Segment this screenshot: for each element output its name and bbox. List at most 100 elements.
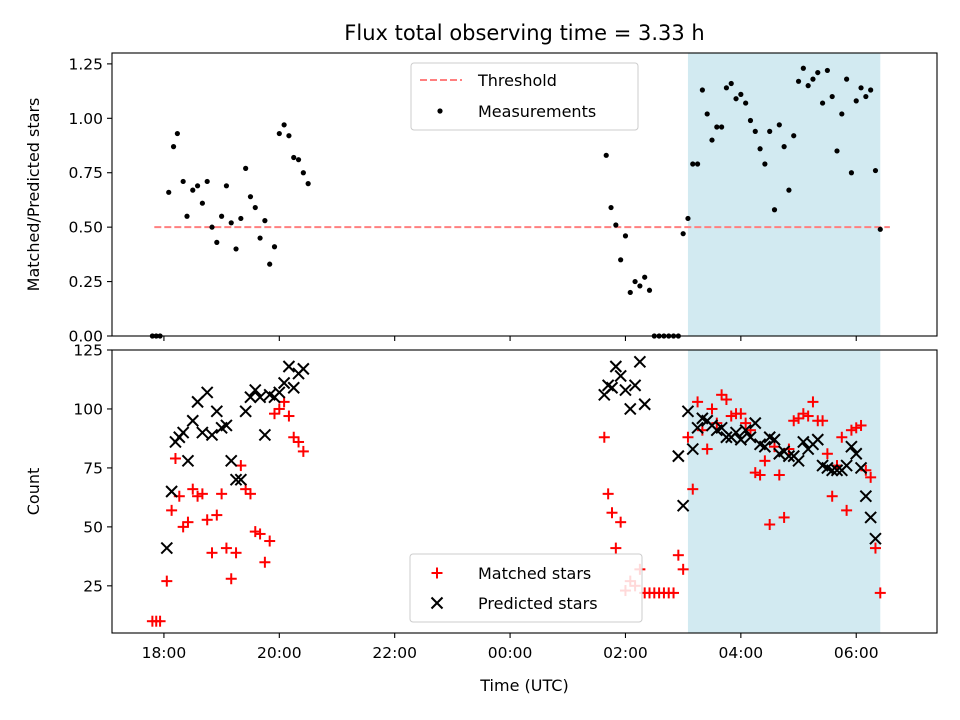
measurement-point [267, 261, 273, 267]
matched-point [283, 410, 295, 422]
predicted-point [729, 426, 743, 439]
matched-point [668, 587, 680, 599]
predicted-point [854, 461, 868, 475]
measurement-point [618, 257, 624, 263]
matched-point [602, 488, 614, 500]
matched-point [701, 443, 713, 455]
legend-threshold-label: Threshold [477, 71, 557, 90]
matched-point [606, 507, 618, 519]
predicted-point [681, 405, 695, 418]
predicted-point [628, 379, 642, 392]
measurement-point [228, 220, 234, 226]
predicted-point [758, 440, 772, 453]
predicted-point [840, 459, 853, 472]
x-marker-b [273, 386, 286, 399]
measurement-point [844, 76, 850, 82]
x-marker-b [840, 459, 853, 472]
top-y-tick-label: 0.50 [68, 219, 103, 237]
predicted-point [297, 362, 310, 376]
x-marker-b [691, 421, 704, 435]
matched-point [169, 452, 181, 464]
matched-point [682, 431, 694, 443]
measurement-point [646, 287, 653, 293]
x-marker-b [253, 390, 267, 404]
predicted-point [691, 421, 704, 435]
matched-point [845, 424, 857, 436]
predicted-point [205, 428, 219, 442]
measurement-point [824, 67, 830, 74]
top-legend-box [410, 62, 639, 131]
panel-counts: 25 50 75 100 125 18:00 20:00 22:00 00:00 02:00 04… [24, 342, 938, 695]
measurement-point [786, 187, 792, 193]
x-marker-b [196, 426, 209, 439]
bottom-y-tick-label: 100 [73, 400, 103, 418]
x-marker-b [821, 461, 834, 475]
predicted-point [234, 473, 248, 486]
matched-point [855, 419, 867, 431]
x-marker-b [609, 360, 623, 373]
measurement-point [795, 78, 802, 84]
top-y-tick-label: 1.25 [68, 55, 103, 73]
predicted-point [609, 360, 623, 373]
x-marker-b [797, 435, 810, 449]
legend-measurements-label: Measurements [478, 102, 596, 121]
x-marker-b [205, 428, 219, 442]
measurement-point [247, 194, 254, 200]
predicted-point [672, 449, 685, 463]
top-plot-frame [111, 52, 938, 337]
matched-point [192, 490, 204, 502]
x-marker-b [200, 386, 214, 399]
matched-point [677, 563, 689, 575]
x-marker-b [811, 433, 824, 446]
predicted-point [229, 473, 243, 486]
measurement-point [738, 91, 744, 97]
measurement-point [839, 111, 845, 117]
measurement-point [257, 235, 263, 241]
measurement-point [252, 204, 258, 211]
x-marker-b [763, 431, 776, 444]
x-marker-b [605, 381, 619, 394]
predicted-point [869, 532, 882, 545]
predicted-point [287, 381, 300, 394]
measurement-point [184, 213, 190, 219]
measurement-point [690, 161, 696, 167]
predicted-point [845, 440, 858, 453]
predicted-point [200, 386, 214, 399]
x-marker-b [715, 421, 728, 435]
predicted-point [186, 414, 199, 427]
matched-point [201, 514, 213, 526]
measurement-point [243, 165, 249, 171]
measurement-point [752, 128, 758, 134]
predicted-point [196, 426, 209, 439]
measurement-point [767, 128, 773, 134]
x-marker-b [729, 426, 743, 439]
predicted-point [210, 405, 224, 418]
matched-point [254, 528, 266, 540]
legend-matched-swatch [431, 567, 443, 579]
x-marker-b [430, 596, 444, 610]
x-marker-b [249, 383, 262, 397]
measurement-point [305, 181, 311, 187]
x-marker-b [672, 449, 685, 463]
x-marker-b [210, 405, 224, 418]
x-marker-b [792, 454, 805, 468]
measurement-point [781, 144, 787, 150]
predicted-point [282, 360, 296, 373]
matched-point [273, 403, 285, 415]
measurement-point [723, 85, 730, 91]
measurement-point [627, 289, 633, 296]
bottom-x-axis: 18:00 20:00 22:00 00:00 02:00 04:00 06:00 [142, 633, 879, 662]
x-marker-b [816, 459, 829, 472]
x-marker-b [239, 405, 252, 418]
x-marker-b [225, 454, 238, 468]
measurement-point [704, 111, 710, 117]
predicted-point [811, 433, 824, 446]
top-y-tick-label: 1.00 [68, 110, 103, 128]
matched-point [269, 408, 280, 420]
matched-point [161, 575, 173, 587]
x-marker-b [749, 416, 762, 430]
x-marker-b [869, 532, 882, 545]
measurement-point [877, 226, 883, 232]
measurement-point [622, 233, 629, 239]
legend-predicted-swatch [430, 596, 444, 610]
